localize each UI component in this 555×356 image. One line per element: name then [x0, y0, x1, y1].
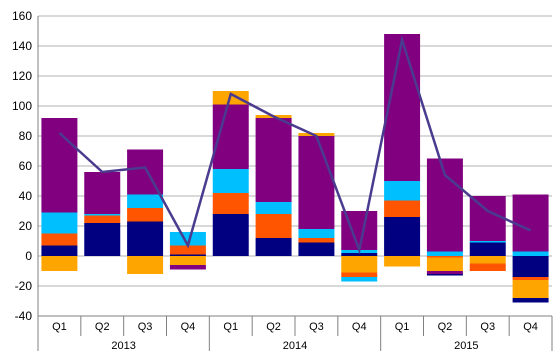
y-tick-label: -20 — [15, 279, 33, 293]
x-tick-label: Q2 — [266, 321, 281, 333]
year-label: 2013 — [111, 340, 135, 351]
x-tick-label: Q2 — [438, 321, 453, 333]
bar-segment — [512, 280, 549, 298]
bar-segment — [384, 256, 421, 267]
bar-segment — [512, 256, 549, 277]
bar-segment — [298, 229, 335, 238]
bar-segment — [169, 265, 206, 270]
bar-segment — [298, 136, 335, 229]
bar-segment — [469, 196, 506, 241]
bar-segment — [469, 242, 506, 256]
bar-segment — [384, 200, 421, 217]
bar-segment — [212, 214, 249, 256]
bar-segment — [298, 238, 335, 243]
bar-segment — [255, 118, 292, 202]
bar-segment — [255, 214, 292, 238]
bar-segment — [384, 181, 421, 201]
bar-segment — [41, 212, 78, 234]
bar-segment — [169, 232, 206, 246]
y-tick-label: 20 — [19, 219, 33, 233]
bar-segment — [512, 298, 549, 303]
x-tick-label: Q2 — [95, 321, 110, 333]
bar-segment — [469, 256, 506, 264]
bar-segment — [212, 169, 249, 193]
bar-segment — [127, 208, 164, 222]
y-tick-label: 140 — [12, 39, 32, 53]
bar-segment — [41, 245, 78, 256]
bar-segment — [255, 238, 292, 256]
bar-segment — [341, 253, 378, 256]
bar-segment — [255, 202, 292, 214]
bar-segment — [469, 241, 506, 243]
bar-segment — [41, 233, 78, 246]
bar-segment — [169, 245, 206, 255]
bar-segment — [341, 256, 378, 273]
y-tick-label: 160 — [12, 9, 32, 23]
axes: -40 -20 0 20 40 60 80 100 120 140 160 Q1 Q2 Q3 Q4 Q1 Q2 Q… — [12, 9, 553, 352]
x-tick-label: Q4 — [523, 321, 538, 333]
bar-segment — [127, 149, 164, 195]
y-tick-label: 60 — [19, 159, 33, 173]
year-label: 2014 — [283, 340, 307, 351]
y-tick-label: 100 — [12, 99, 32, 113]
bar-segment — [384, 34, 421, 181]
bar-segment — [41, 118, 78, 213]
x-tick-label: Q3 — [138, 321, 153, 333]
x-tick-label: Q1 — [52, 321, 67, 333]
bar-segment — [127, 221, 164, 256]
bar-segment — [341, 277, 378, 282]
bar-segment — [127, 194, 164, 208]
y-tick-label: 120 — [12, 69, 32, 83]
y-tick-label: 0 — [25, 249, 32, 263]
bar-segment — [384, 217, 421, 256]
bar-segment — [127, 256, 164, 274]
bar-segment — [84, 172, 121, 214]
bar-segment — [469, 263, 506, 271]
bar-segment — [512, 194, 549, 252]
x-tick-label: Q4 — [181, 321, 196, 333]
grid-lines — [38, 15, 552, 317]
bar-segment — [426, 274, 463, 276]
bar-segment — [298, 242, 335, 256]
year-label: 2015 — [454, 340, 478, 351]
x-tick-label: Q4 — [352, 321, 367, 333]
x-tick-label: Q3 — [309, 321, 324, 333]
bar-segment — [84, 215, 121, 223]
bars — [41, 34, 549, 303]
bar-segment — [84, 223, 121, 256]
bar-segment — [512, 277, 549, 280]
x-tick-label: Q1 — [223, 321, 238, 333]
bar-segment — [41, 256, 78, 271]
bar-segment — [426, 271, 463, 274]
bar-segment — [212, 193, 249, 214]
bar-segment — [84, 214, 121, 216]
bar-segment — [169, 254, 206, 256]
y-tick-label: -40 — [15, 309, 33, 323]
bar-segment — [341, 272, 378, 277]
bar-segment — [426, 257, 463, 271]
bar-segment — [512, 251, 549, 256]
x-tick-label: Q3 — [480, 321, 495, 333]
bar-segment — [426, 256, 463, 258]
total-line-layer — [58, 35, 532, 255]
bar-segment — [169, 256, 206, 265]
bar-segment — [298, 133, 335, 136]
total-line — [58, 35, 532, 255]
bar-segment — [426, 251, 463, 256]
y-tick-label: 80 — [19, 129, 33, 143]
y-tick-label: 40 — [19, 189, 33, 203]
x-tick-label: Q1 — [395, 321, 410, 333]
